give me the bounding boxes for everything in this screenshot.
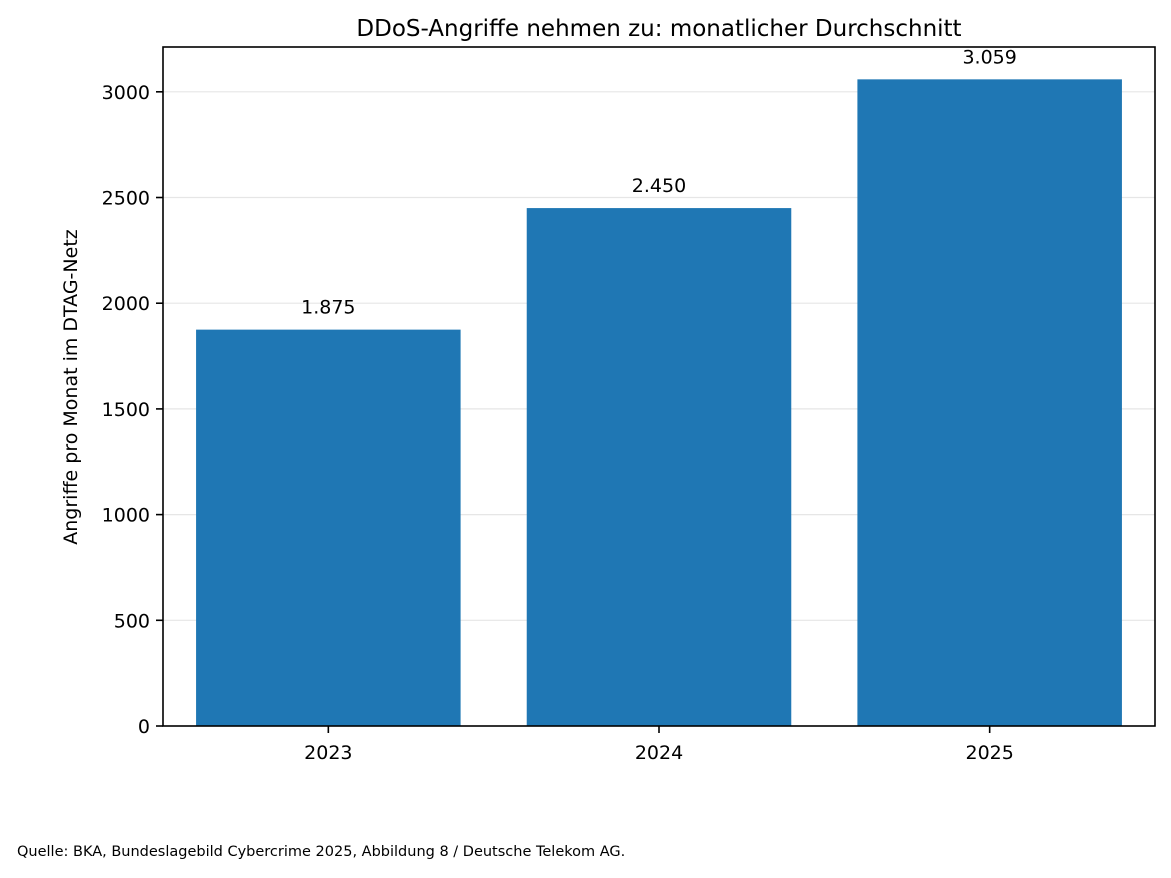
y-tick-label-3000: 3000 [102, 82, 150, 104]
x-tick-label-2025: 2025 [965, 742, 1013, 764]
bar-2023 [196, 329, 461, 726]
axis-layer: 0 500 1000 1500 2000 2500 3000 2023 2024 2025 [102, 46, 1156, 764]
y-axis-label: Angriffe pro Monat im DTAG-Netz [60, 229, 82, 545]
bar-layer: 1.875 2.450 3.059 [196, 46, 1122, 727]
chart-title: DDoS-Angriffe nehmen zu: monatlicher Dur… [356, 16, 961, 42]
x-tick-label-2024: 2024 [635, 742, 683, 764]
bar-2024 [526, 208, 792, 726]
bar-value-label-2024: 2.450 [632, 175, 686, 197]
y-tick-label-2000: 2000 [102, 293, 150, 315]
y-tick-label-1500: 1500 [102, 399, 150, 421]
x-tick-label-2023: 2023 [304, 742, 352, 764]
y-tick-label-0: 0 [138, 716, 150, 738]
bar-value-label-2025: 3.059 [962, 46, 1016, 68]
source-caption: Quelle: BKA, Bundeslagebild Cybercrime 2… [17, 844, 626, 860]
y-tick-label-2500: 2500 [102, 188, 150, 210]
y-tick-label-500: 500 [114, 610, 150, 632]
bar-2025 [857, 79, 1122, 727]
y-tick-label-1000: 1000 [102, 505, 150, 527]
label-layer: DDoS-Angriffe nehmen zu: monatlicher Dur… [60, 16, 962, 545]
bar-value-label-2023: 1.875 [301, 297, 355, 319]
